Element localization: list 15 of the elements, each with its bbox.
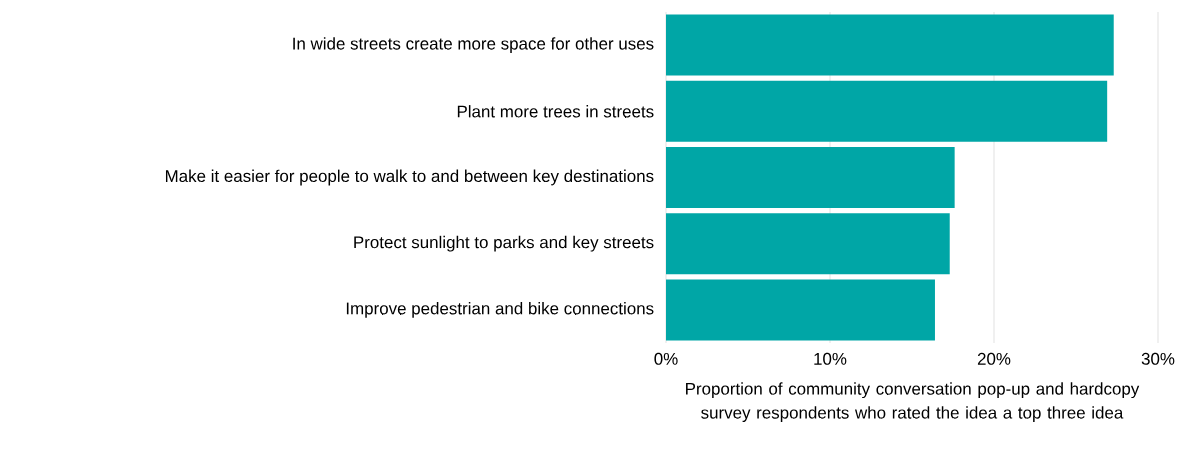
y-tick-label: Plant more trees in streets [457, 105, 654, 118]
y-tick-label: Protect sunlight to parks and key streets [354, 235, 654, 252]
x-tick-label: 0% [654, 352, 678, 365]
y-tick-label: Improve pedestrian and bike connections [346, 302, 654, 318]
bar [666, 14, 1114, 76]
x-tick-label: 30% [1141, 352, 1175, 365]
x-tick-label: 10% [814, 352, 847, 365]
x-tick-label: 20% [977, 352, 1011, 365]
x-axis-title: Proportion of community conversation pop-up and hardcopy survey respondents who rated the idea a top three idea [686, 382, 1140, 423]
bar [666, 279, 935, 341]
y-tick-label: In wide streets create more space for other uses [293, 37, 654, 53]
y-tick-label: Make it easier for people to walk to and between key destinations [165, 169, 654, 186]
bar [666, 213, 950, 275]
bar [666, 147, 955, 208]
bar [666, 80, 1108, 142]
